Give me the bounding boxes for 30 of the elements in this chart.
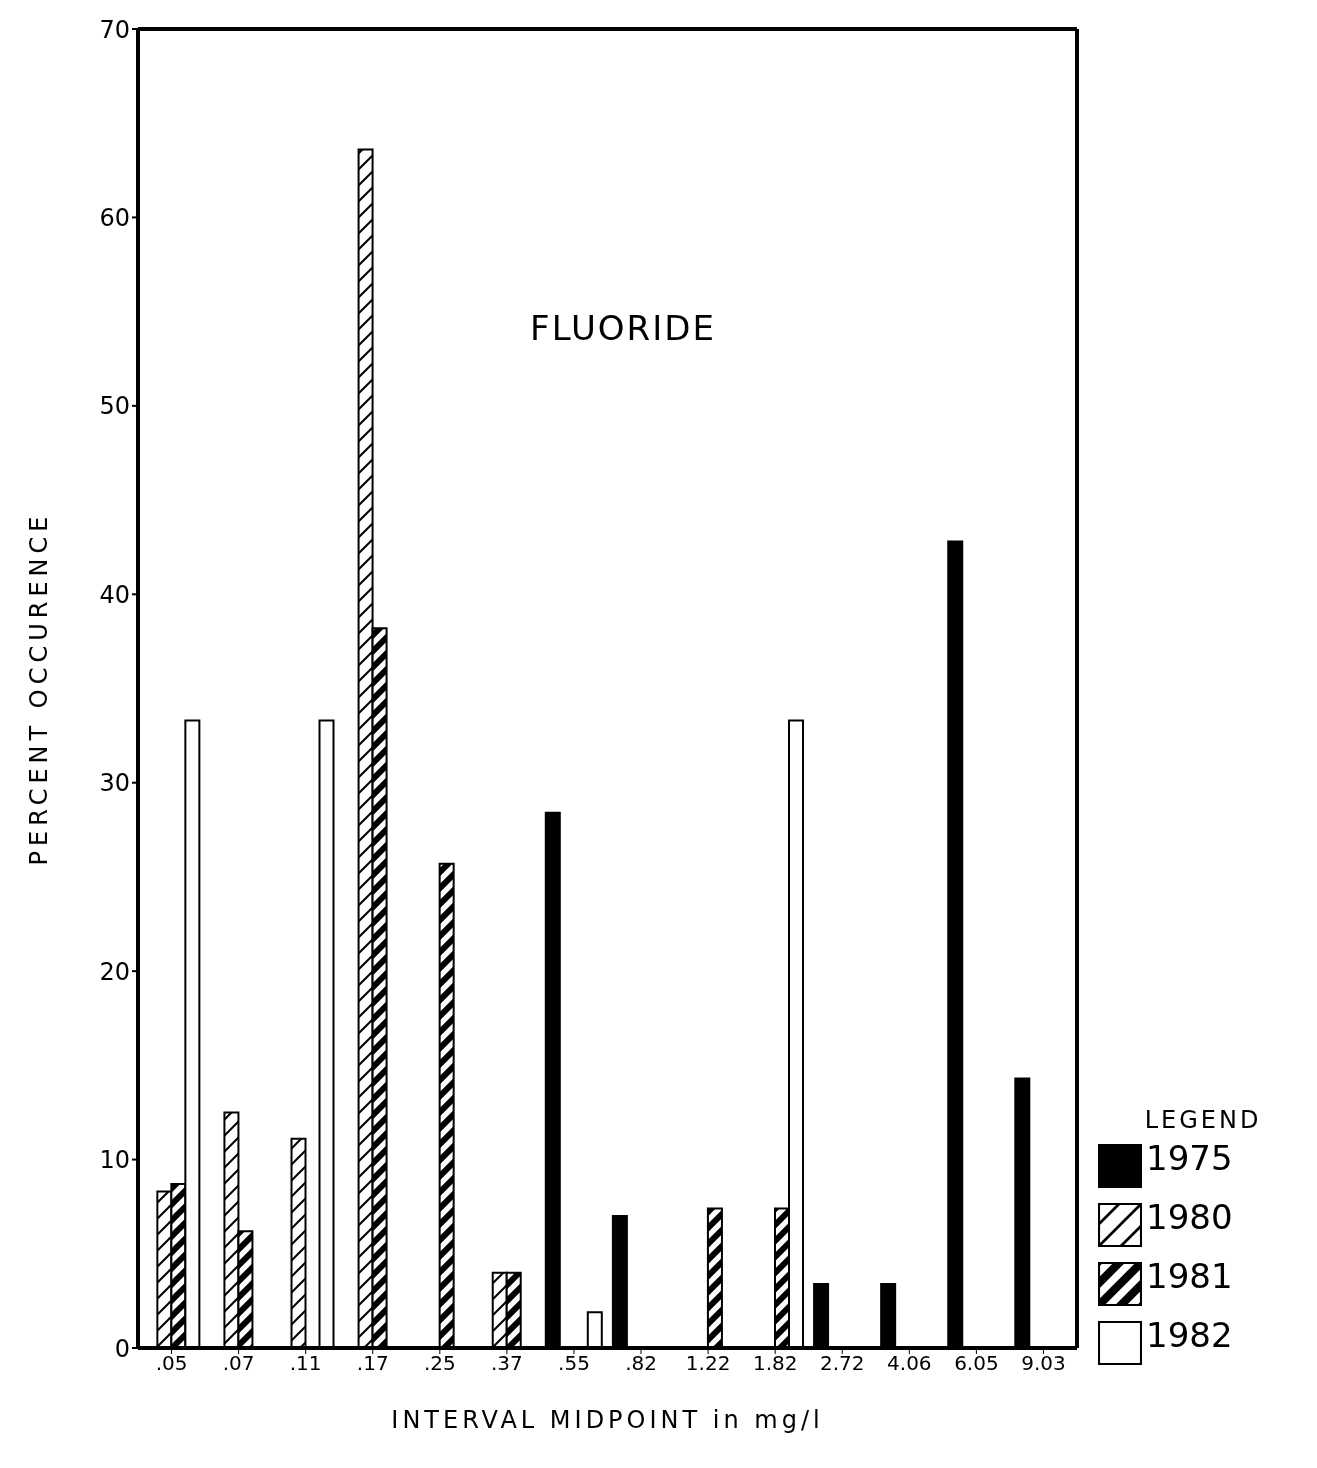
y-tick-label: 30 [99,769,130,798]
x-tick-label: .07 [222,1351,255,1376]
legend-label: 1982 [1146,1315,1233,1355]
text: FLUORIDE [529,308,717,348]
x-tick-label: .82 [625,1351,657,1376]
legend-title: LEGEND [1143,1106,1263,1134]
legend-label: 1981 [1146,1256,1233,1296]
legend-label: 1980 [1146,1197,1233,1237]
x-tick-label: 9.03 [1021,1351,1066,1376]
legend-label: 1975 [1146,1138,1233,1178]
x-tick-label: .25 [423,1351,456,1376]
x-tick-label: 1.82 [752,1351,798,1376]
x-tick-label: .05 [155,1351,188,1376]
y-tick-label: 50 [99,392,130,421]
x-tick-label: 2.72 [819,1351,865,1376]
y-tick-label: 0 [114,1334,130,1363]
y-tick-label: 20 [99,957,130,986]
y-axis-title: PERCENT OCCURENCE [24,511,53,866]
x-tick-label: .55 [558,1351,590,1376]
y-tick-label: 70 [99,15,130,44]
x-tick-label: .37 [490,1351,523,1376]
x-tick-label: .11 [289,1351,322,1376]
x-tick-label: 1.22 [685,1351,731,1376]
x-axis-title: INTERVAL MIDPOINT in mg/l [391,1406,824,1434]
y-tick-label: 40 [99,580,130,609]
y-tick-label: 60 [99,203,130,232]
x-tick-label: .17 [356,1351,389,1376]
x-tick-label: 6.05 [954,1351,999,1376]
x-tick-label: 4.06 [887,1351,932,1376]
y-tick-label: 10 [99,1146,130,1175]
